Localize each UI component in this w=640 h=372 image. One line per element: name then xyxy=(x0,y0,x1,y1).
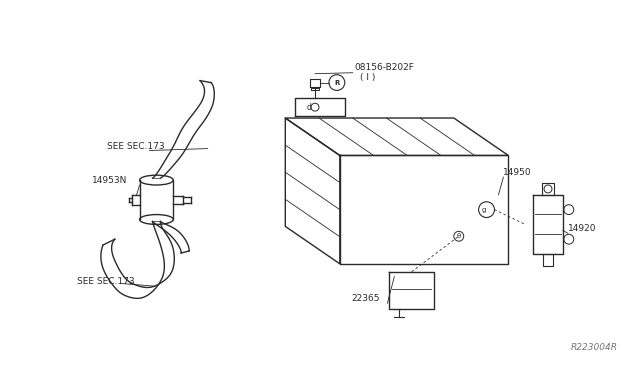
Text: 14920: 14920 xyxy=(568,224,596,233)
Text: 14953N: 14953N xyxy=(92,176,127,185)
Text: R: R xyxy=(334,80,340,86)
Text: θ: θ xyxy=(457,233,461,239)
Text: SEE SEC.173: SEE SEC.173 xyxy=(107,142,164,151)
Text: 14950: 14950 xyxy=(504,168,532,177)
Text: 08156-B202F: 08156-B202F xyxy=(355,63,415,72)
Text: R223004R: R223004R xyxy=(570,343,618,353)
Text: d: d xyxy=(307,103,312,112)
Text: 22365: 22365 xyxy=(352,294,380,303)
Text: ( l ): ( l ) xyxy=(360,73,375,81)
Text: g: g xyxy=(481,206,486,213)
Text: SEE SEC.173: SEE SEC.173 xyxy=(77,276,135,286)
